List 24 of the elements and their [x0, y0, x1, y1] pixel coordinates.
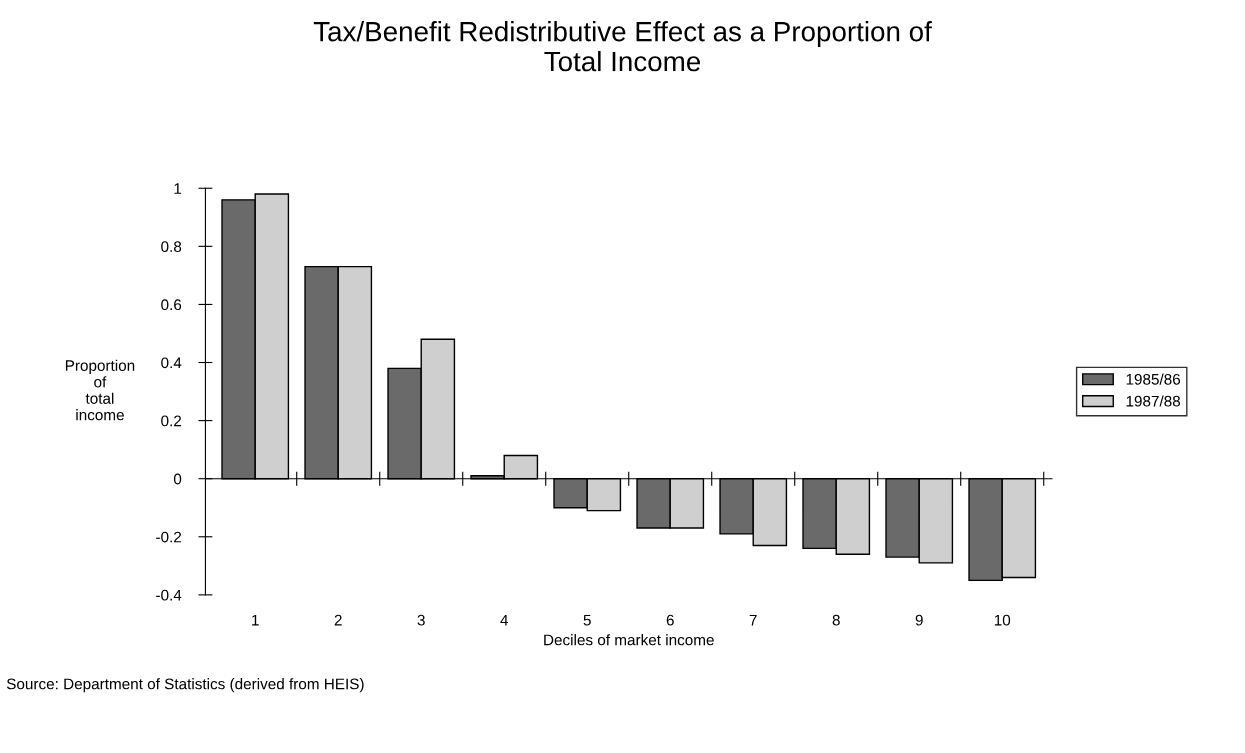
x-tick-label: 1 — [252, 614, 259, 626]
x-tick-label: 4 — [500, 614, 509, 626]
x-tick-label: 10 — [994, 614, 1011, 626]
y-tick-label: 1 — [174, 183, 182, 194]
x-tick-label: 9 — [915, 614, 923, 626]
y-tick-label: 0.4 — [161, 357, 182, 369]
x-tick-label: 7 — [749, 614, 757, 626]
y-tick-label: 0.8 — [161, 241, 182, 253]
x-tick-label: 2 — [334, 614, 342, 626]
legend-label: 1985/86 — [1126, 373, 1181, 385]
legend-label: 1987/88 — [1126, 395, 1181, 407]
x-tick-label: 5 — [583, 614, 591, 626]
y-tick-label: -0.2 — [156, 531, 182, 543]
y-axis-title: Proportion of total income — [65, 359, 135, 421]
y-tick-label: 0.6 — [161, 299, 182, 311]
x-axis-title: Deciles of market income — [544, 634, 714, 646]
y-tick-label: 0 — [173, 473, 182, 485]
x-tick-label: 6 — [666, 614, 674, 626]
x-tick-label: 3 — [417, 614, 425, 626]
chart-title: Tax/Benefit Redistributive Effect as a Proportion of Total Income — [313, 21, 932, 72]
y-tick-label: 0.2 — [161, 415, 182, 427]
y-tick-label: -0.4 — [156, 589, 182, 601]
x-tick-label: 8 — [832, 614, 840, 626]
source-note: Source: Department of Statistics (derived from HEIS) — [6, 678, 364, 693]
